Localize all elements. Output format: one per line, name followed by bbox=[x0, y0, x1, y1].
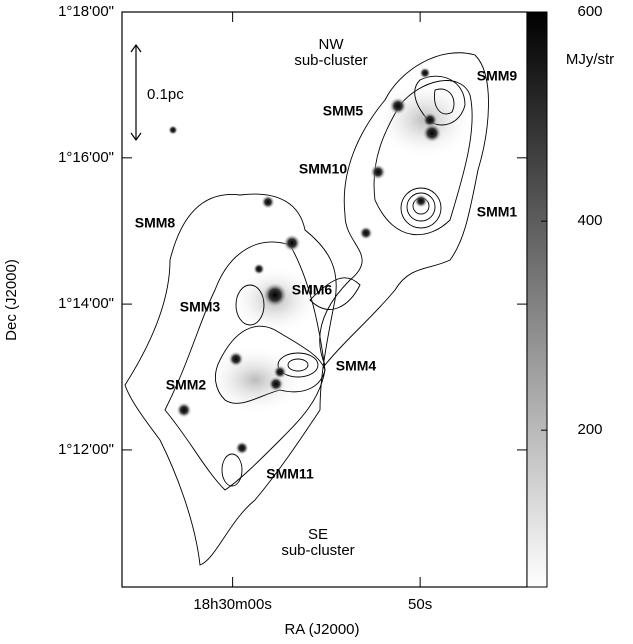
source bbox=[414, 194, 428, 208]
source-label: SMM8 bbox=[135, 215, 176, 231]
x-tick-label: 18h30m00s bbox=[193, 596, 271, 613]
source-label: SMM6 bbox=[292, 282, 333, 298]
source bbox=[359, 226, 373, 240]
y-tick-label: 1°14'00" bbox=[58, 295, 114, 312]
region-label: SE bbox=[308, 526, 328, 543]
source-label: SMM9 bbox=[477, 68, 518, 84]
source-label: SMM1 bbox=[477, 204, 518, 220]
source bbox=[235, 441, 249, 455]
source bbox=[228, 351, 244, 367]
colorbar-tick-label: 400 bbox=[577, 212, 602, 229]
source-label: SMM11 bbox=[266, 466, 314, 482]
source bbox=[422, 123, 442, 143]
y-axis-label: Dec (J2000) bbox=[3, 259, 20, 341]
colorbar-tick-label: 600 bbox=[577, 3, 602, 20]
source bbox=[370, 164, 386, 180]
y-tick-label: 1°12'00" bbox=[58, 441, 114, 458]
region-label: sub-cluster bbox=[294, 52, 367, 69]
scale-bar bbox=[130, 43, 142, 142]
y-tick-label: 1°18'00" bbox=[58, 3, 114, 20]
x-tick-label: 50s bbox=[408, 596, 432, 613]
intensity-map bbox=[124, 52, 489, 566]
source bbox=[268, 376, 284, 392]
source bbox=[389, 97, 407, 115]
y-tick-label: 1°16'00" bbox=[58, 149, 114, 166]
source bbox=[283, 234, 301, 252]
source bbox=[253, 263, 265, 275]
source bbox=[419, 67, 431, 79]
source bbox=[176, 402, 192, 418]
source bbox=[262, 282, 288, 308]
source bbox=[273, 365, 287, 379]
source-label: SMM2 bbox=[166, 377, 207, 393]
source-label: SMM5 bbox=[323, 103, 364, 119]
source-label: SMM10 bbox=[299, 161, 347, 177]
colorbar-label: MJy/str bbox=[566, 51, 614, 68]
region-label: NW bbox=[319, 36, 345, 53]
region-label: sub-cluster bbox=[281, 542, 354, 559]
source-label: SMM4 bbox=[336, 358, 377, 374]
source-label: SMM3 bbox=[180, 299, 221, 315]
x-axis-label: RA (J2000) bbox=[284, 621, 359, 638]
scale-bar-label: 0.1pc bbox=[147, 86, 184, 103]
colorbar-tick-label: 200 bbox=[577, 421, 602, 438]
colorbar bbox=[526, 11, 548, 588]
source bbox=[168, 125, 178, 135]
source bbox=[261, 195, 275, 209]
